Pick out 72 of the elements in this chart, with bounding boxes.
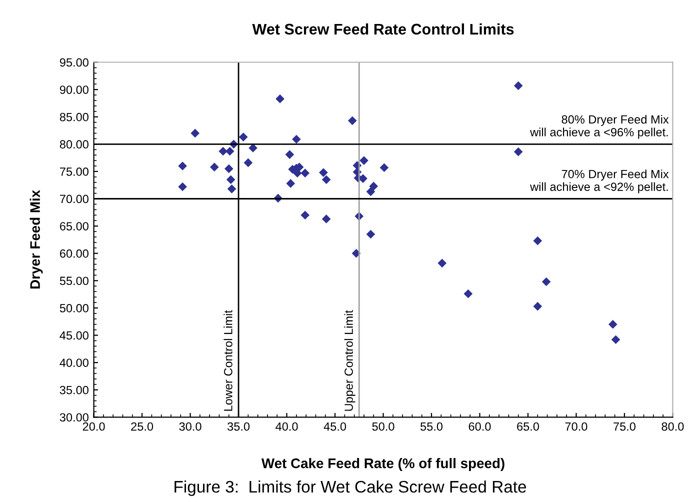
x-axis-title: Wet Cake Feed Rate (% of full speed) [261, 458, 504, 471]
point [228, 184, 236, 194]
y-tick-label: 50.00 [60, 304, 88, 312]
point [300, 168, 310, 178]
x-tick-label: 80.0 [662, 422, 684, 431]
x-tick-label: 60.0 [468, 422, 491, 431]
x-tick-label: 40.0 [276, 422, 298, 431]
x-tick-label: 75.0 [614, 422, 636, 431]
y-tick-label: 40.00 [60, 358, 88, 367]
point [286, 150, 294, 159]
x-tick-label: 65.0 [517, 422, 540, 431]
x-tick-label: 45.0 [324, 422, 346, 431]
point [533, 302, 542, 310]
point [276, 94, 284, 103]
point [226, 147, 234, 156]
point [224, 164, 234, 173]
point [514, 82, 522, 90]
x-tick-label: 55.0 [420, 422, 443, 431]
y-tick-label: 80.00 [60, 140, 88, 149]
point [542, 278, 550, 286]
y-tick-label: 55.00 [60, 276, 88, 286]
point [380, 164, 388, 172]
x-tick-label: 25.0 [131, 422, 154, 431]
y-tick-label: 70.00 [60, 194, 88, 204]
ref-line-label: Lower Control Limit [224, 310, 232, 411]
y-tick-label: 90.00 [60, 86, 88, 94]
point [608, 320, 618, 328]
y-tick-label: 65.00 [60, 222, 88, 230]
chart-title: Wet Screw Feed Rate Control Limits [252, 23, 514, 35]
point [360, 156, 368, 165]
y-tick-label: 35.00 [60, 386, 88, 394]
y-tick-label: 60.00 [60, 249, 88, 258]
point [286, 179, 295, 188]
point [612, 335, 620, 344]
ref-line-label: 70% Dryer Feed Mix will achieve a <92% pellet. [530, 170, 669, 194]
point [178, 162, 187, 170]
point [218, 147, 228, 156]
point [352, 249, 360, 258]
point [239, 132, 248, 142]
point [248, 144, 258, 152]
y-tick-label: 85.00 [60, 112, 88, 122]
x-tick-label: 30.0 [179, 422, 202, 431]
ref-line-label: 80% Dryer Feed Mix will achieve a <96% pellet. [530, 114, 669, 139]
y-axis-title: Dryer Feed Mix [30, 190, 43, 289]
point [348, 116, 357, 125]
point [366, 230, 375, 238]
y-tick-label: 45.00 [60, 331, 88, 340]
y-tick-label: 75.00 [60, 167, 88, 176]
point [533, 236, 542, 245]
y-tick-label: 95.00 [60, 58, 88, 67]
point [438, 259, 446, 268]
point [322, 176, 330, 184]
point [369, 182, 378, 190]
point [292, 135, 301, 144]
point [178, 182, 187, 191]
ref-line-label: Upper Control Limit [344, 310, 356, 411]
point [300, 211, 310, 220]
point [514, 148, 522, 156]
x-tick-label: 20.0 [82, 422, 105, 431]
point [190, 129, 200, 138]
x-tick-label: 70.0 [565, 422, 588, 431]
point [366, 188, 375, 196]
point [244, 158, 252, 167]
point [319, 168, 328, 177]
point [226, 176, 235, 184]
x-tick-label: 50.0 [372, 422, 394, 431]
point [210, 162, 219, 172]
caption: Figure 3: Limits for Wet Cake Screw Feed Rate [174, 480, 526, 496]
point [464, 290, 472, 298]
y-tick-label: 30.00 [60, 413, 88, 422]
point [322, 214, 330, 224]
x-tick-label: 35.0 [227, 422, 250, 431]
